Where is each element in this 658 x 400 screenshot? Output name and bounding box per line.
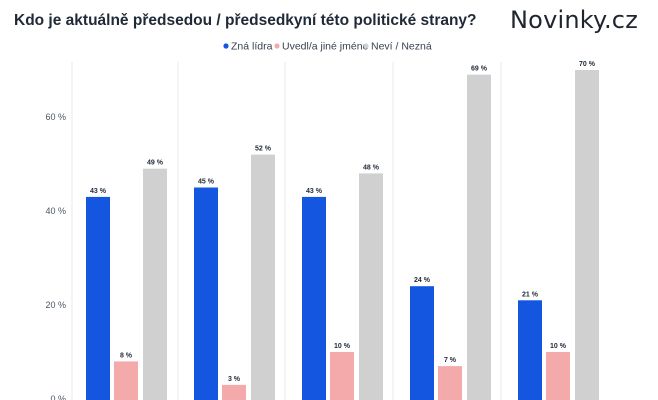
data-label: 70 % (579, 61, 596, 68)
bar (575, 70, 599, 400)
y-tick-label: 0 % (50, 394, 66, 400)
bar (302, 196, 326, 400)
bars (86, 70, 599, 400)
data-label: 43 % (90, 188, 107, 195)
bar (359, 173, 383, 400)
chart-title: Kdo je aktuálně předsedou / předsedkyní … (14, 12, 477, 29)
bar (438, 366, 462, 400)
data-label: 69 % (471, 66, 488, 73)
data-label: 24 % (414, 277, 431, 284)
legend-label: Neví / Nezná (371, 41, 432, 53)
data-label: 43 % (306, 188, 323, 195)
data-label: 10 % (334, 343, 351, 350)
bar (410, 286, 434, 400)
data-label: 7 % (444, 357, 457, 364)
bar (330, 352, 354, 400)
data-label: 21 % (522, 291, 539, 298)
legend-label: Uvedl/a jiné jméno (282, 41, 369, 53)
y-tick-label: 20 % (45, 300, 66, 310)
legend-marker (274, 43, 280, 49)
grid-layer (71, 62, 502, 400)
bar (251, 154, 275, 400)
bar (114, 361, 138, 400)
data-label: 52 % (255, 146, 272, 153)
data-label: 48 % (363, 164, 380, 171)
data-label: 10 % (550, 343, 567, 350)
legend-marker (363, 43, 369, 49)
data-label: 49 % (147, 160, 164, 167)
bar (518, 300, 542, 400)
legend-marker (223, 43, 229, 49)
legend-label: Zná lídra (231, 41, 273, 53)
bar (222, 384, 246, 400)
data-label: 45 % (198, 179, 215, 186)
brand-logo: Novinky.cz (510, 6, 638, 34)
y-tick-label: 60 % (45, 112, 66, 122)
y-axis: 0 % 20 % 40 % 60 % (45, 112, 66, 400)
data-label: 8 % (120, 352, 133, 359)
legend: Zná lídra Uvedl/a jiné jméno Neví / Nezná (223, 41, 432, 53)
data-labels: 43 % 45 % 43 % 24 % 21 % 8 % 3 % 10 % 7 % 10 % 49 … (90, 61, 596, 383)
bar (467, 74, 491, 400)
bar (143, 168, 167, 400)
bar (194, 187, 218, 400)
y-tick-label: 40 % (45, 206, 66, 216)
bar (546, 352, 570, 400)
data-label: 3 % (228, 376, 241, 383)
bar (86, 196, 110, 400)
